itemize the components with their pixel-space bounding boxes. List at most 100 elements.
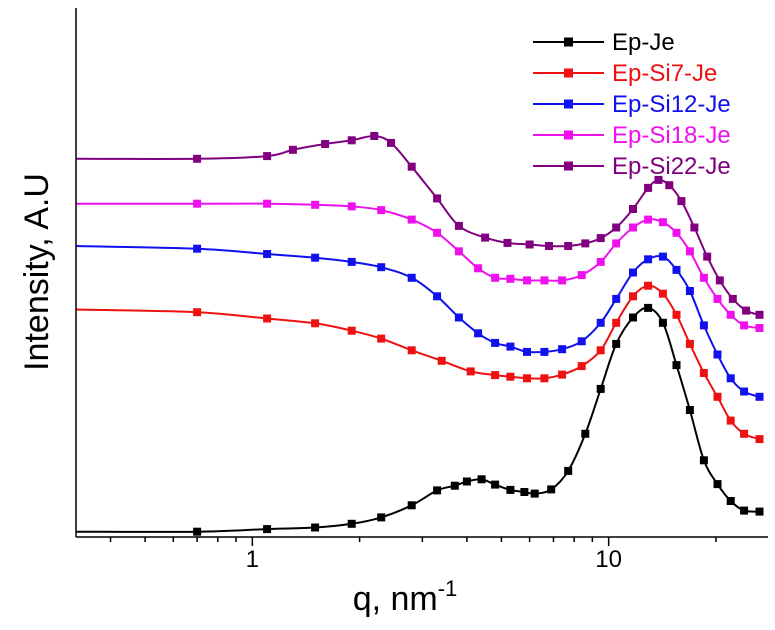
data-point [740,506,749,515]
legend-marker [564,99,573,109]
data-point [370,132,379,140]
data-point [525,240,534,249]
data-point [658,289,667,298]
data-point [612,223,621,232]
legend-label: Ep-Si18-Je [612,122,731,149]
data-point [577,271,586,280]
data-point [740,321,749,330]
data-point [474,264,483,273]
data-point [755,507,764,516]
axes: 1 10 [75,8,768,573]
data-point [347,257,356,266]
data-point [581,429,590,438]
data-point [685,406,694,414]
data-point [612,239,621,248]
data-point [547,485,556,494]
data-point [506,372,515,381]
series-line [75,245,760,398]
data-point [690,223,699,232]
data-point [612,294,621,303]
data-point [713,350,722,359]
data-point [644,215,653,224]
data-point [193,244,202,253]
legend-label: Ep-Si7-Je [612,60,717,87]
data-point [558,276,567,285]
data-point [491,273,500,282]
series-line [75,284,760,441]
x-axis-title: q, nm-1 [353,576,458,618]
data-point [658,252,667,261]
data-point [407,273,416,282]
data-point [644,303,653,312]
x-axis-title-text: q, nm [353,580,438,618]
legend: Ep-Je Ep-Si7-Je Ep-Si12-Je Ep-Si18-Je Ep-Si2… [533,29,731,180]
data-point [672,228,681,237]
data-point [491,480,500,489]
data-point [193,308,202,317]
data-point [311,253,320,262]
data-point [506,342,515,351]
data-point [742,306,751,315]
data-point [474,329,483,338]
data-point [577,362,586,371]
data-point [728,294,737,303]
data-point [596,257,605,266]
data-point [193,154,202,163]
series-3 [75,244,764,401]
data-point [629,313,637,322]
data-point [699,456,708,465]
data-point [644,255,653,264]
data-point [407,215,416,224]
data-point [577,337,586,346]
data-point [755,310,764,319]
x-axis-title-superscript: -1 [438,576,458,601]
data-point [311,319,320,328]
data-point [520,488,529,496]
data-point [407,346,416,355]
data-point [491,338,500,347]
data-point [713,294,722,303]
data-point [407,162,416,171]
data-point [629,292,637,301]
data-point [564,466,573,475]
data-point [545,242,553,250]
data-point [347,136,356,145]
data-point [726,497,735,505]
data-point [755,324,764,332]
data-point [713,392,722,401]
data-point [726,310,735,319]
data-point [629,268,637,277]
data-point [377,513,386,522]
data-point [612,339,621,348]
data-point [530,489,539,498]
data-point [377,334,386,343]
data-point [433,228,442,237]
data-point [193,199,202,208]
data-point [477,475,486,484]
data-point [491,371,500,380]
legend-item: Ep-Si12-Je [533,91,731,118]
series-4 [75,199,764,332]
data-point [672,265,681,274]
legend-label: Ep-Si12-Je [612,91,731,118]
data-point [433,194,442,203]
data-point [703,252,712,261]
data-point [263,199,272,208]
data-point [454,247,463,256]
data-point [658,318,667,327]
data-point [596,234,605,243]
data-point [321,140,330,148]
data-point [506,485,515,494]
legend-item: Ep-Si22-Je [533,153,731,180]
data-point [755,435,764,444]
data-point [596,346,605,355]
data-point [644,183,653,192]
data-point [713,480,722,489]
data-point [540,374,549,383]
data-point [347,202,356,211]
data-point [311,523,320,532]
data-point [596,318,605,327]
data-point [685,339,694,348]
data-point [263,152,272,161]
